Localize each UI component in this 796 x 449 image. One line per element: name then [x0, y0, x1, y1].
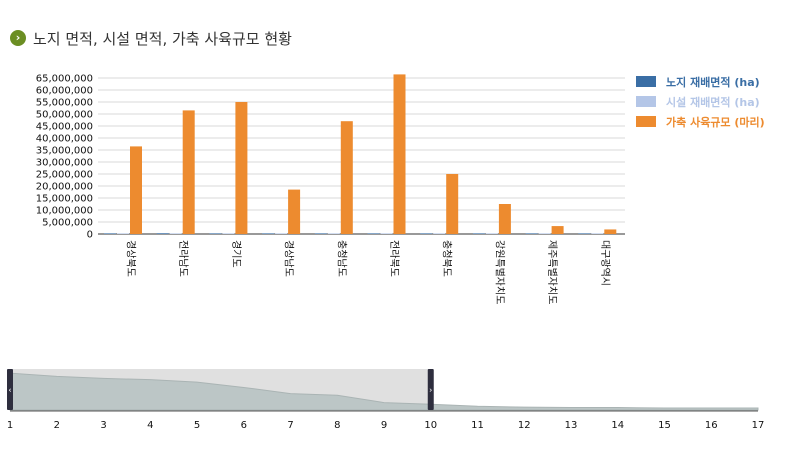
bar-facility[interactable] — [485, 233, 498, 234]
navigator-tick-label: 17 — [752, 420, 765, 431]
bar-open-field[interactable] — [262, 233, 275, 234]
y-tick-label: 55,000,000 — [36, 98, 93, 109]
y-tick-label: 10,000,000 — [36, 206, 93, 217]
bar-open-field[interactable] — [314, 233, 327, 234]
navigator-right-handle[interactable] — [427, 369, 434, 410]
navigator-tick-label: 15 — [658, 420, 671, 431]
y-tick-label: 40,000,000 — [36, 134, 93, 145]
y-tick-label: 30,000,000 — [36, 158, 93, 169]
legend-item[interactable]: 가축 사육규모 (마리) — [666, 115, 765, 129]
bar-facility[interactable] — [327, 233, 340, 234]
navigator-tick-label: 12 — [518, 420, 531, 431]
bar-open-field[interactable] — [578, 233, 591, 234]
bar-livestock[interactable] — [235, 102, 248, 234]
chevron-right-icon: › — [10, 30, 26, 46]
bar-open-field[interactable] — [367, 233, 380, 234]
x-category-label: 경상남도 — [283, 240, 296, 277]
y-tick-label: 5,000,000 — [42, 218, 93, 229]
navigator-tick-label: 13 — [565, 420, 578, 431]
x-category-label: 강원특별자치도 — [493, 240, 505, 304]
bar-livestock[interactable] — [393, 74, 406, 235]
navigator-tick-label: 16 — [705, 420, 718, 431]
navigator-tick-label: 9 — [381, 420, 387, 431]
navigator-tick-label: 14 — [611, 420, 624, 431]
navigator-tick-label: 11 — [471, 420, 484, 431]
x-category-label: 경기도 — [230, 240, 243, 268]
x-category-label: 충청북도 — [441, 240, 453, 277]
chart-title-bar: › 노지 면적, 시설 면적, 가축 사육규모 현황 — [10, 27, 292, 49]
bar-facility[interactable] — [591, 233, 604, 234]
bar-facility[interactable] — [169, 233, 182, 234]
y-tick-label: 60,000,000 — [36, 86, 93, 97]
navigator-tick-label: 6 — [241, 420, 247, 431]
navigator-tick-label: 5 — [194, 420, 200, 431]
x-category-label: 경상북도 — [125, 240, 138, 277]
chevron-left-icon: ‹ — [8, 386, 11, 395]
legend-swatch — [636, 116, 656, 127]
bar-open-field[interactable] — [420, 233, 433, 234]
x-category-label: 전라남도 — [177, 240, 189, 277]
bar-facility[interactable] — [117, 233, 129, 234]
bar-livestock[interactable] — [604, 229, 617, 234]
bar-livestock[interactable] — [498, 204, 511, 234]
bar-livestock[interactable] — [340, 121, 353, 234]
x-category-label: 충청남도 — [335, 240, 347, 277]
legend-item[interactable]: 노지 재배면적 (ha) — [666, 75, 760, 89]
y-tick-label: 0 — [87, 230, 93, 241]
bar-livestock[interactable] — [446, 174, 459, 234]
chevron-right-icon: › — [429, 386, 432, 395]
bar-facility[interactable] — [222, 233, 235, 234]
navigator-tick-label: 3 — [100, 420, 106, 431]
bar-livestock[interactable] — [288, 189, 301, 234]
y-tick-label: 45,000,000 — [36, 122, 93, 133]
y-tick-label: 65,000,000 — [36, 74, 93, 85]
bar-facility[interactable] — [380, 233, 393, 234]
legend-item[interactable]: 시설 재배면적 (ha) — [666, 95, 760, 109]
x-category-label: 전라북도 — [388, 240, 400, 277]
bar-facility[interactable] — [275, 233, 288, 234]
bar-facility[interactable] — [538, 233, 551, 234]
bar-livestock[interactable] — [130, 146, 142, 234]
bar-facility[interactable] — [433, 233, 446, 234]
bar-livestock[interactable] — [182, 110, 195, 234]
x-category-label: 대구광역시 — [599, 240, 611, 286]
y-tick-label: 20,000,000 — [36, 182, 93, 193]
bar-open-field[interactable] — [156, 233, 169, 234]
legend-swatch — [636, 76, 656, 87]
bar-open-field[interactable] — [472, 233, 485, 234]
navigator-tick-label: 1 — [7, 420, 13, 431]
y-tick-label: 15,000,000 — [36, 194, 93, 205]
y-tick-label: 50,000,000 — [36, 110, 93, 121]
chart-title: 노지 면적, 시설 면적, 가축 사육규모 현황 — [33, 29, 292, 48]
navigator-tick-label: 4 — [147, 420, 153, 431]
navigator-left-handle[interactable] — [7, 369, 13, 410]
legend-swatch — [636, 96, 656, 107]
bar-livestock[interactable] — [551, 226, 564, 234]
x-category-label: 제주특별자치도 — [546, 240, 558, 304]
navigator-tick-label: 2 — [54, 420, 60, 431]
navigator-area — [9, 372, 759, 411]
y-tick-label: 35,000,000 — [36, 146, 93, 157]
y-tick-label: 25,000,000 — [36, 170, 93, 181]
bar-open-field[interactable] — [209, 233, 222, 234]
navigator-tick-label: 10 — [424, 420, 437, 431]
navigator-tick-label: 7 — [287, 420, 293, 431]
navigator-tick-label: 8 — [334, 420, 340, 431]
bar-open-field[interactable] — [104, 233, 116, 234]
bar-open-field[interactable] — [525, 233, 538, 234]
